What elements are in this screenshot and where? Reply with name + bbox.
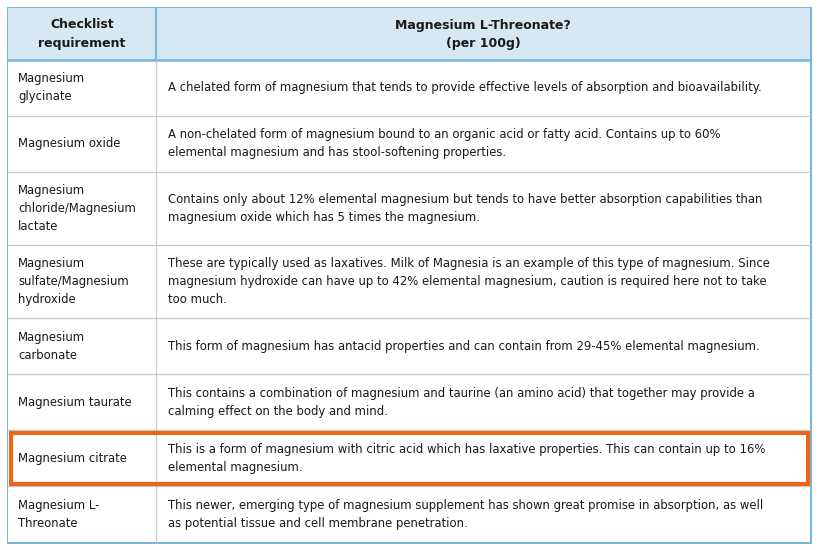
- Text: Magnesium
carbonate: Magnesium carbonate: [18, 331, 85, 361]
- Text: Magnesium L-
Threonate: Magnesium L- Threonate: [18, 498, 99, 530]
- Bar: [8, 172, 810, 245]
- Text: Checklist
requirement: Checklist requirement: [38, 19, 126, 50]
- Text: Magnesium taurate: Magnesium taurate: [18, 395, 132, 409]
- Text: A chelated form of magnesium that tends to provide effective levels of absorptio: A chelated form of magnesium that tends …: [169, 81, 762, 95]
- Bar: [8, 60, 810, 116]
- Bar: [8, 116, 810, 172]
- Text: Magnesium
chloride/Magnesium
lactate: Magnesium chloride/Magnesium lactate: [18, 184, 136, 233]
- Text: Contains only about 12% elemental magnesium but tends to have better absorption : Contains only about 12% elemental magnes…: [169, 193, 762, 224]
- Text: Magnesium citrate: Magnesium citrate: [18, 452, 127, 465]
- Text: Magnesium
glycinate: Magnesium glycinate: [18, 73, 85, 103]
- Bar: [11, 432, 807, 483]
- Text: This contains a combination of magnesium and taurine (an amino acid) that togeth: This contains a combination of magnesium…: [169, 387, 755, 417]
- Text: This newer, emerging type of magnesium supplement has shown great promise in abs: This newer, emerging type of magnesium s…: [169, 498, 764, 530]
- Text: Magnesium oxide: Magnesium oxide: [18, 138, 120, 151]
- Text: A non-chelated form of magnesium bound to an organic acid or fatty acid. Contain: A non-chelated form of magnesium bound t…: [169, 129, 721, 160]
- Bar: [8, 8, 810, 60]
- Bar: [8, 486, 810, 542]
- Bar: [8, 374, 810, 430]
- Bar: [8, 318, 810, 374]
- Bar: [8, 245, 810, 318]
- Bar: [8, 430, 810, 486]
- Text: Magnesium
sulfate/Magnesium
hydroxide: Magnesium sulfate/Magnesium hydroxide: [18, 257, 128, 306]
- Text: These are typically used as laxatives. Milk of Magnesia is an example of this ty: These are typically used as laxatives. M…: [169, 257, 771, 306]
- Text: This form of magnesium has antacid properties and can contain from 29-45% elemen: This form of magnesium has antacid prope…: [169, 339, 760, 353]
- Text: This is a form of magnesium with citric acid which has laxative properties. This: This is a form of magnesium with citric …: [169, 443, 766, 474]
- Text: Magnesium L-Threonate?
(per 100g): Magnesium L-Threonate? (per 100g): [395, 19, 571, 50]
